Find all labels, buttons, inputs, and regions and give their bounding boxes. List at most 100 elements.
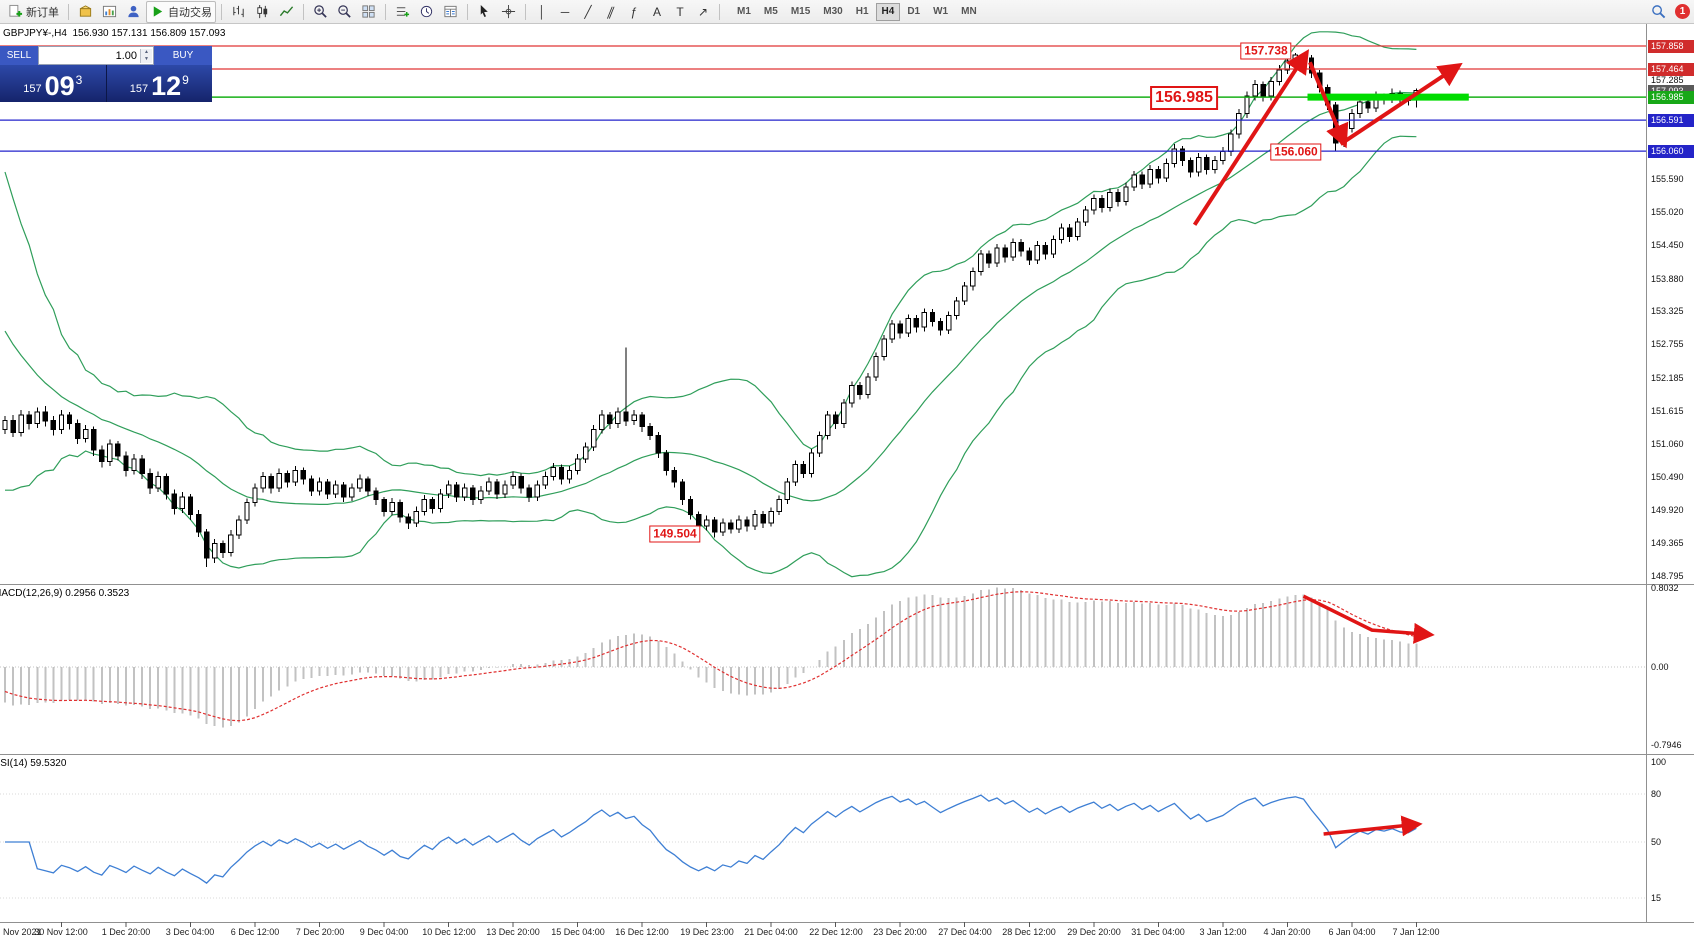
- candle-body: [623, 411, 629, 422]
- cursor-tool[interactable]: [473, 1, 496, 22]
- charts-window-button[interactable]: [98, 1, 121, 22]
- candle-body: [679, 481, 686, 501]
- candle-body: [1155, 168, 1161, 179]
- zoom-in-icon: [314, 5, 327, 18]
- candle-body: [171, 493, 178, 509]
- horizontal-line-icon: ─: [560, 4, 570, 19]
- candle-body: [1252, 84, 1258, 97]
- candle-body: [1123, 186, 1129, 202]
- notification-badge[interactable]: 1: [1675, 4, 1690, 19]
- data-window-button[interactable]: [439, 1, 462, 22]
- candle-body: [816, 434, 823, 454]
- candle-body: [66, 414, 73, 425]
- fibonacci-tool[interactable]: ƒ: [623, 2, 645, 22]
- timeframe-m1[interactable]: M1: [737, 5, 751, 17]
- candle-body: [470, 487, 476, 501]
- line-chart-type-button[interactable]: [275, 1, 298, 22]
- candle-body: [1244, 95, 1250, 115]
- indicators-button[interactable]: [391, 1, 414, 22]
- candle-body: [800, 464, 807, 474]
- zoom-in-button[interactable]: [309, 1, 332, 22]
- candle-body: [1107, 192, 1113, 208]
- label-tool[interactable]: T: [669, 2, 691, 22]
- bollinger-upper-band: [4, 31, 1417, 477]
- trendline-tool[interactable]: ╱: [577, 2, 599, 22]
- candle-body: [857, 385, 863, 396]
- accounts-button[interactable]: [122, 1, 145, 22]
- candle-body: [1074, 221, 1081, 237]
- chart-window-icon: [102, 5, 117, 18]
- trend-arrow[interactable]: [1323, 815, 1423, 837]
- channel-tool[interactable]: ∥: [600, 2, 622, 22]
- timeframe-h1[interactable]: H1: [855, 5, 869, 17]
- candle-body: [1099, 198, 1105, 208]
- bar-chart-type-button[interactable]: [227, 1, 250, 22]
- candle-body: [760, 513, 766, 524]
- candle-body: [824, 414, 831, 436]
- candle-body: [631, 414, 637, 422]
- arrows-tool[interactable]: ↗: [692, 2, 714, 22]
- candle-body: [720, 522, 726, 533]
- horizontal-line-tool[interactable]: ─: [554, 2, 576, 22]
- candle-body: [389, 502, 395, 512]
- indicators-list-icon: [396, 7, 410, 17]
- candle-body: [365, 478, 371, 492]
- tile-windows-button[interactable]: [357, 1, 380, 22]
- candle-body: [381, 499, 387, 512]
- candle-body: [147, 472, 153, 489]
- candle-body: [131, 458, 137, 471]
- candle-body: [921, 312, 928, 328]
- candle-body: [99, 449, 105, 463]
- candle-body: [453, 484, 460, 498]
- trend-arrow[interactable]: [1302, 594, 1435, 644]
- candle-body: [1268, 81, 1274, 97]
- candlestick-type-button[interactable]: [251, 1, 274, 22]
- candle-body: [1010, 241, 1016, 258]
- candle-body: [478, 490, 484, 501]
- timeframe-d1[interactable]: D1: [907, 5, 921, 17]
- text-tool[interactable]: A: [646, 2, 668, 22]
- search-button[interactable]: [1647, 1, 1670, 22]
- fibonacci-icon: ƒ: [630, 4, 638, 19]
- timeframe-m15[interactable]: M15: [790, 5, 811, 17]
- autotrade-button[interactable]: 自动交易: [146, 0, 216, 23]
- timeframe-mn[interactable]: MN: [961, 5, 977, 17]
- candle-body: [776, 499, 782, 512]
- trend-arrow[interactable]: [1308, 61, 1349, 149]
- candle-body: [1187, 160, 1194, 173]
- new-order-button[interactable]: 新订单: [4, 1, 63, 23]
- candle-body: [615, 411, 621, 425]
- candle-body: [833, 414, 839, 425]
- candle-body: [534, 484, 540, 498]
- candle-body: [10, 420, 16, 433]
- candle-body: [34, 411, 40, 425]
- candle-body: [1147, 168, 1153, 185]
- toolbar-separator: [385, 3, 386, 20]
- candle-body: [1204, 157, 1210, 170]
- zoom-out-button[interactable]: [333, 1, 356, 22]
- timeframe-w1[interactable]: W1: [933, 5, 949, 17]
- timeframe-h4[interactable]: H4: [875, 2, 901, 21]
- candle-body: [1220, 151, 1226, 161]
- candle-body: [260, 475, 266, 489]
- timeframe-m30[interactable]: M30: [823, 5, 843, 17]
- candle-body: [1276, 69, 1282, 83]
- crosshair-tool[interactable]: [497, 1, 520, 22]
- arrows-tool-icon: ↗: [697, 4, 709, 19]
- clock-icon: [420, 5, 433, 18]
- market-watch-button[interactable]: [74, 1, 97, 22]
- candle-body: [437, 493, 444, 509]
- periods-clock-button[interactable]: [415, 1, 438, 22]
- candle-body: [905, 317, 911, 334]
- candle-body: [220, 543, 226, 553]
- trend-arrow[interactable]: [1339, 62, 1463, 146]
- candle-body: [937, 320, 944, 331]
- toolbar-separator: [68, 3, 69, 20]
- candle-body: [1171, 148, 1178, 164]
- candle-body: [1083, 209, 1089, 223]
- candle-body: [1179, 148, 1186, 162]
- vertical-line-tool[interactable]: │: [531, 2, 553, 22]
- timeframe-m5[interactable]: M5: [763, 5, 778, 17]
- trend-arrow[interactable]: [1192, 49, 1310, 226]
- candle-body: [187, 496, 194, 515]
